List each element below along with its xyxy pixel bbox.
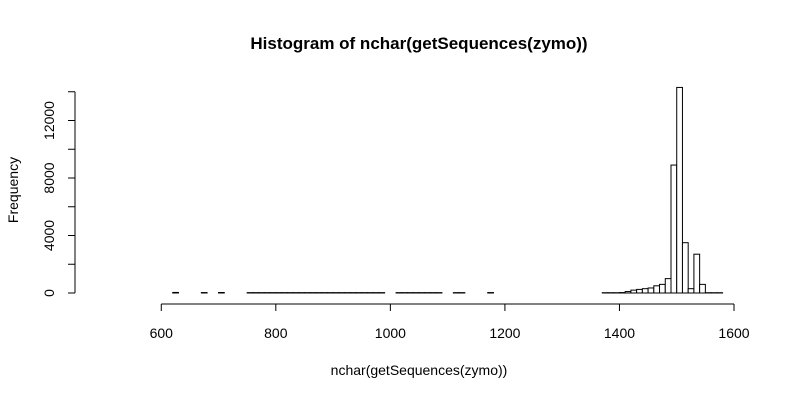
histogram-bar xyxy=(670,164,678,294)
chart-title: Histogram of nchar(getSequences(zymo)) xyxy=(250,34,587,53)
histogram-bar xyxy=(653,285,661,294)
histogram-bar xyxy=(218,291,225,294)
histogram-bar xyxy=(172,291,179,294)
y-axis: 0 4000 8000 12000 xyxy=(41,91,76,297)
x-tick-label: 1400 xyxy=(604,325,635,341)
histogram-bar xyxy=(624,291,632,294)
histogram-bar xyxy=(681,242,689,294)
x-axis-title: nchar(getSequences(zymo)) xyxy=(331,362,508,378)
x-tick-label: 1200 xyxy=(489,325,520,341)
x-tick-label: 1000 xyxy=(375,325,406,341)
y-tick-label: 4000 xyxy=(41,220,57,251)
y-tick-label: 0 xyxy=(41,289,57,297)
histogram-bar xyxy=(687,288,695,294)
x-axis: 600 800 1000 1200 1400 1600 xyxy=(150,303,750,341)
histogram-bar xyxy=(659,283,666,294)
x-tick-label: 1600 xyxy=(718,325,749,341)
histogram-bar xyxy=(647,287,655,294)
x-tick-label: 800 xyxy=(264,325,288,341)
bars-group xyxy=(172,86,724,294)
y-tick-label: 12000 xyxy=(41,101,57,140)
histogram-bar xyxy=(641,288,649,294)
y-tick-label: 8000 xyxy=(41,162,57,193)
y-axis-title: Frequency xyxy=(5,157,21,223)
histogram-bar xyxy=(676,86,683,294)
histogram-bar xyxy=(636,288,643,294)
histogram-bar xyxy=(699,283,706,294)
x-tick-label: 600 xyxy=(150,325,174,341)
histogram-bar xyxy=(664,278,672,294)
histogram-bar xyxy=(630,289,638,294)
histogram-bar xyxy=(693,253,701,294)
